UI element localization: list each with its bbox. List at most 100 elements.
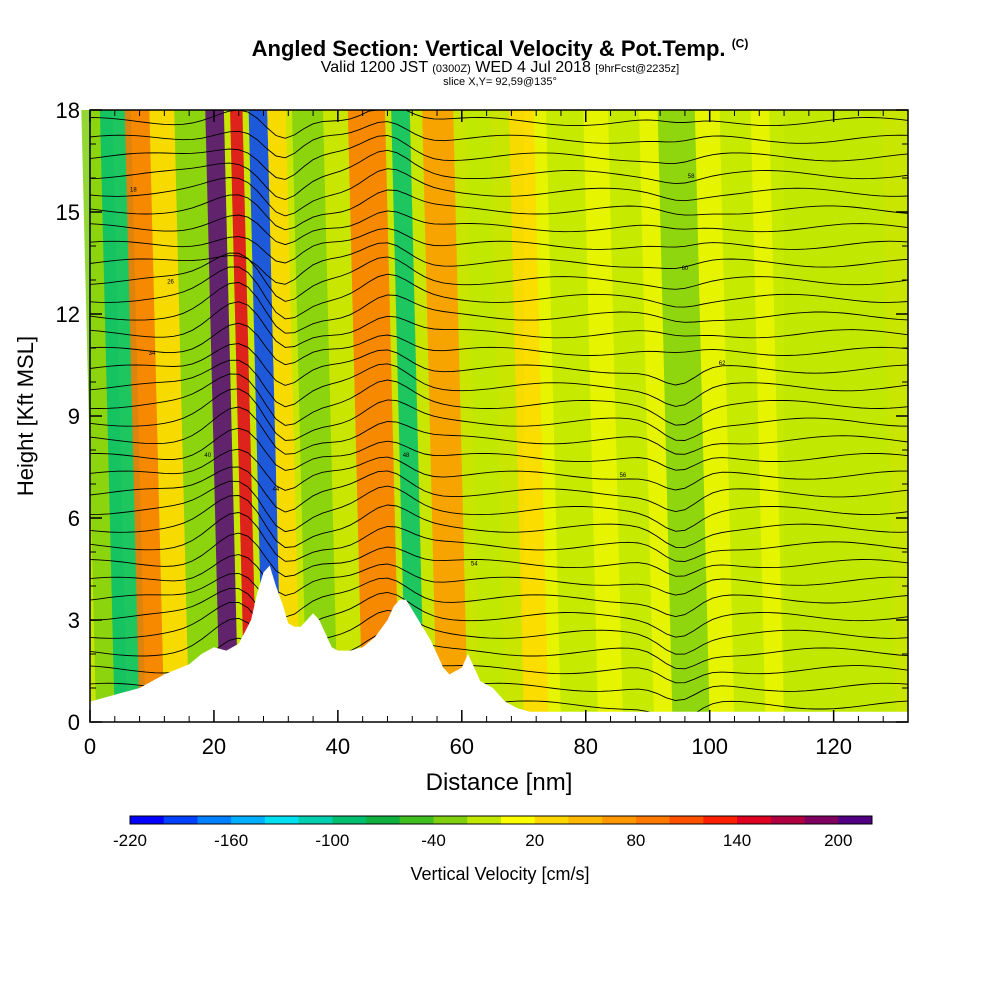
contour-label: 48: [403, 453, 410, 459]
isentrope-line: [89, 227, 909, 264]
isentrope-line: [89, 554, 909, 596]
isentrope-line: [89, 601, 909, 655]
colorbar-swatch: [737, 816, 772, 824]
isentrope-line: [89, 109, 909, 139]
contour-label: 34: [149, 351, 156, 357]
isentrope-line: [89, 252, 909, 302]
x-axis-label: Distance [nm]: [426, 769, 573, 796]
x-tick-label: 20: [202, 734, 226, 759]
colorbar-tick-label: 80: [626, 831, 645, 850]
colorbar-swatch: [467, 816, 502, 824]
y-tick-label: 12: [56, 302, 80, 327]
y-tick-label: 9: [68, 404, 80, 429]
isentrope-line: [89, 495, 909, 548]
velocity-band: [230, 110, 258, 722]
velocity-field: [81, 110, 908, 722]
isentrope-line: [89, 406, 909, 455]
isentrope-line: [89, 343, 909, 386]
isentrope-line: [89, 373, 909, 426]
colorbar-frame: [129, 815, 873, 825]
contour-label: 18: [130, 188, 137, 194]
colorbar-swatch: [804, 816, 839, 824]
colorbar-swatch: [433, 816, 468, 824]
terrain-profile: [90, 565, 908, 722]
colorbar-swatch: [602, 816, 637, 824]
velocity-band: [657, 110, 710, 722]
colorbar-swatch: [197, 816, 232, 824]
x-tick-label: 80: [574, 734, 598, 759]
isentrope-line: [89, 301, 909, 348]
isentrope-line: [89, 135, 909, 180]
colorbar-swatch: [163, 816, 198, 824]
isentrope-line: [89, 168, 909, 217]
colorbar-swatch: [568, 816, 603, 824]
y-axis-label: Height [Kft MSL]: [13, 336, 38, 496]
isentrope-line: [89, 466, 909, 513]
isentrope-line: [89, 572, 909, 618]
contour-label: 40: [204, 453, 211, 459]
colorbar-tick-label: 140: [723, 831, 751, 850]
velocity-band: [149, 110, 190, 722]
isentrope-line: [89, 322, 909, 366]
chart-subtitle: Valid 1200 JST (0300Z) WED 4 Jul 2018 [9…: [320, 59, 680, 76]
isentrope-line: [89, 121, 909, 159]
velocity-band: [347, 110, 400, 722]
chart-slice-info: slice X,Y= 92,59@135°: [443, 76, 557, 88]
isentrope-line: [89, 587, 909, 638]
colorbar-tick-label: -220: [113, 831, 147, 850]
velocity-band: [719, 110, 766, 722]
y-tick-label: 15: [56, 200, 80, 225]
isentrope-line: [89, 427, 909, 471]
y-tick-label: 18: [56, 98, 80, 123]
colorbar-swatch: [770, 816, 806, 824]
colorbar-swatch: [703, 816, 738, 824]
x-tick-label: 120: [815, 734, 852, 759]
colorbar-tick-label: -160: [214, 831, 248, 850]
x-tick-label: 0: [84, 734, 96, 759]
colorbar-label: Vertical Velocity [cm/s]: [410, 864, 589, 884]
contour-label: 44: [273, 487, 280, 493]
plot-axes: 0 20 40 60 80 100 120 0 3 6 9 12 15 18 Distance [nm] He…: [13, 98, 909, 796]
isentrope-line: [89, 448, 908, 491]
velocity-band: [248, 110, 283, 722]
colorbar-swatch: [501, 816, 536, 824]
isentrope-line: [89, 359, 909, 408]
velocity-band: [124, 110, 165, 722]
isentrope-line: [89, 532, 909, 578]
isentrope-line: [89, 512, 909, 562]
velocity-band: [292, 110, 338, 722]
colorbar-swatch: [669, 816, 704, 824]
colorbar-swatch: [399, 816, 435, 824]
contour-label: 56: [620, 473, 627, 479]
colorbar-tick-label: -100: [315, 831, 349, 850]
colorbar-tick-label: 20: [525, 831, 544, 850]
x-tick-label: 40: [326, 734, 350, 759]
contour-label: 54: [471, 562, 478, 568]
velocity-band: [391, 110, 425, 722]
isentrope-line: [89, 149, 909, 200]
contour-label: 26: [167, 279, 174, 285]
colorbar-swatch: [366, 816, 401, 824]
isentrope-line: [89, 480, 909, 533]
colorbar-swatch: [231, 816, 266, 824]
isentrope-line: [89, 189, 909, 231]
isentrope-line: [89, 388, 909, 441]
velocity-band: [608, 110, 654, 722]
velocity-band: [546, 110, 599, 722]
contour-label: 62: [719, 361, 726, 367]
isentrope-line: [89, 210, 909, 246]
colorbar-swatch: [264, 816, 300, 824]
y-tick-label: 3: [68, 608, 80, 633]
velocity-band: [769, 110, 896, 722]
isentrope-line: [89, 266, 909, 320]
x-tick-label: 100: [691, 734, 728, 759]
colorbar-tick-label: 200: [824, 831, 852, 850]
x-tick-label: 60: [450, 734, 474, 759]
colorbar-swatch: [298, 816, 333, 824]
colorbar-swatch: [534, 816, 569, 824]
isentrope-line: [89, 282, 909, 334]
velocity-band: [508, 110, 549, 722]
velocity-band: [205, 110, 239, 722]
isentrope-line: [89, 242, 909, 285]
